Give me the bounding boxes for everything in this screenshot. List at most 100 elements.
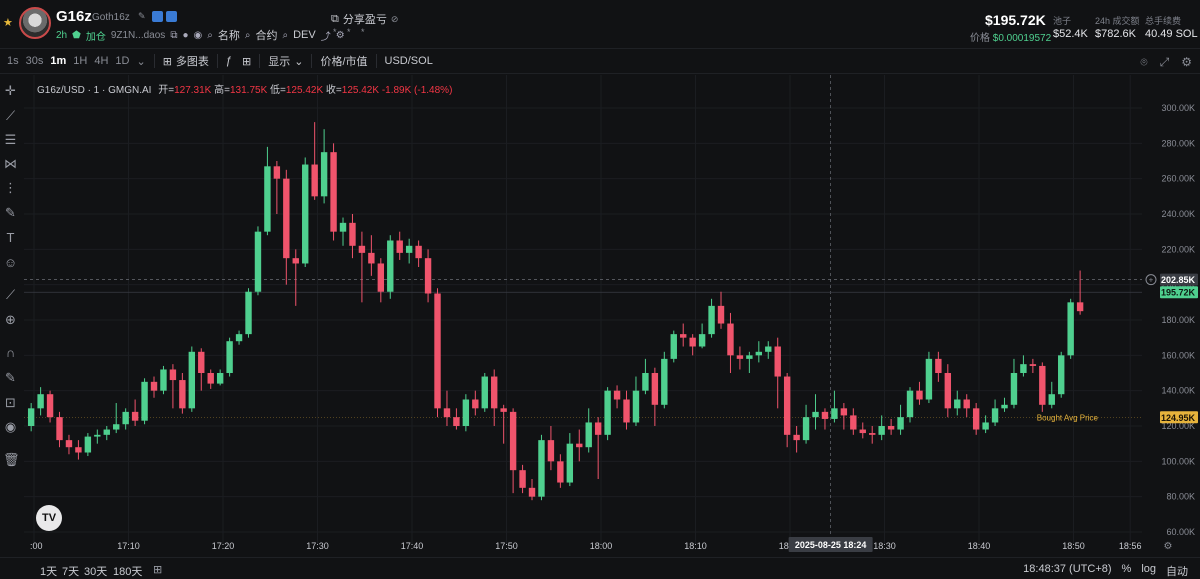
date-range-icon[interactable]: ⊞ xyxy=(153,564,163,576)
range-1d[interactable]: 1天 xyxy=(40,566,58,578)
log-toggle[interactable]: log xyxy=(1141,563,1156,575)
candle-up xyxy=(235,334,243,342)
text-tool-icon[interactable]: T xyxy=(6,230,15,245)
token-name: G16z xyxy=(56,8,92,25)
currency-toggle[interactable]: USD/SOL xyxy=(384,55,433,67)
settings-icon[interactable]: ⚙ xyxy=(335,29,345,41)
twitter-icon[interactable]: ● xyxy=(182,29,189,41)
trend-line-icon[interactable]: ⟋ xyxy=(5,108,16,123)
magnet-icon[interactable]: ∩ xyxy=(5,345,16,360)
search-name-icon[interactable]: ⌕ xyxy=(207,29,213,41)
timeframe-1s[interactable]: 1s xyxy=(7,55,19,67)
clock[interactable]: 18:48:37 (UTC+8) xyxy=(1023,563,1112,575)
candle-down xyxy=(1076,302,1084,312)
candle-down xyxy=(680,334,687,338)
candle-down xyxy=(689,337,696,347)
fib-retracement-icon[interactable]: ☰ xyxy=(4,132,17,147)
candle-up xyxy=(802,417,810,441)
timeframe-1m[interactable]: 1m xyxy=(50,55,67,67)
trash-icon[interactable]: 🗑 xyxy=(3,452,20,467)
add-position-icon[interactable]: ⬟ xyxy=(72,29,81,41)
percent-toggle[interactable]: % xyxy=(1121,563,1132,575)
candle-up xyxy=(1058,355,1065,395)
fees-value: 40.49 SOL xyxy=(1145,28,1198,40)
price-sol-row: 价格 $0.00019572 xyxy=(970,29,1051,44)
token-handle: Goth16z xyxy=(92,12,130,23)
search-dev-icon[interactable]: ⌕ xyxy=(282,29,289,41)
timeframe-30s[interactable]: 30s xyxy=(25,55,44,67)
candle-up xyxy=(897,417,904,430)
candle-down xyxy=(774,346,781,377)
range-7d[interactable]: 7天 xyxy=(62,566,80,578)
indicators-button[interactable]: ƒ xyxy=(226,55,232,67)
pattern-icon[interactable]: ⋈ xyxy=(4,156,17,171)
prediction-icon[interactable]: ⋮ xyxy=(4,180,17,195)
candle-up xyxy=(94,434,101,437)
candle-up xyxy=(670,334,677,359)
share-icon[interactable]: ⤴ xyxy=(320,31,331,43)
range-180d[interactable]: 180天 xyxy=(113,566,143,578)
add-position-label[interactable]: 加仓 xyxy=(85,31,106,43)
verified-badge-icon xyxy=(152,11,163,22)
range-30d[interactable]: 30天 xyxy=(84,566,108,578)
candle-up xyxy=(113,424,120,430)
layout-button[interactable]: ⊞ xyxy=(242,55,251,68)
candle-down xyxy=(368,252,375,264)
multi-chart-button[interactable]: ⊞ 多图表 xyxy=(163,53,209,69)
telegram-icon[interactable]: ◉ xyxy=(193,29,203,41)
candle-up xyxy=(37,394,44,409)
volume-value: $782.6K xyxy=(1095,28,1136,40)
copy-icon[interactable]: ⧉ xyxy=(170,29,178,41)
candlestick-chart[interactable]: Bought Avg Price 60.00K 80.00K 100.00K 120.0… xyxy=(0,75,1200,555)
ruler-icon[interactable]: ⟋ xyxy=(5,287,16,302)
timeframe-1d[interactable]: 1D xyxy=(115,55,130,67)
eye-icon[interactable]: ◉ xyxy=(4,419,17,434)
camera-icon[interactable]: ⌾ xyxy=(1140,55,1148,69)
search-dev-link[interactable]: DEV xyxy=(293,29,316,41)
candle-up xyxy=(746,355,753,359)
crosshair-icon[interactable]: ✛ xyxy=(5,83,16,98)
legend-close-label: 收= xyxy=(325,85,342,96)
timeframe-1h[interactable]: 1H xyxy=(73,55,88,67)
add-alert-icon xyxy=(1145,274,1157,286)
zoom-in-icon[interactable]: ⊕ xyxy=(5,312,16,327)
candle-up xyxy=(84,436,92,453)
favorite-star-icon[interactable]: ★ xyxy=(3,17,13,29)
candle-up xyxy=(566,443,574,483)
timeframe-4h[interactable]: 4H xyxy=(94,55,109,67)
search-contract-icon[interactable]: ⌕ xyxy=(244,29,251,41)
edit-icon[interactable]: ✎ xyxy=(138,11,146,21)
share-pnl-button[interactable]: ⧉ 分享盈亏 ⊘ xyxy=(331,11,398,27)
search-name-link[interactable]: 名称 xyxy=(217,30,240,42)
candle-up xyxy=(264,166,271,232)
candle-down xyxy=(56,417,63,441)
candle-up xyxy=(1067,302,1074,356)
candle-down xyxy=(1039,365,1046,405)
search-contract-link[interactable]: 合约 xyxy=(255,30,278,42)
candle-down xyxy=(198,351,205,373)
hide-eye-icon[interactable]: ⊘ xyxy=(390,13,399,24)
price-mcap-toggle[interactable]: 价格/市值 xyxy=(320,56,368,68)
layout-icon: ⊞ xyxy=(242,55,252,68)
candle-down xyxy=(594,422,602,435)
timeframe-dropdown-icon[interactable]: ⌄ xyxy=(136,55,146,68)
candle-down xyxy=(793,434,800,441)
price-label: 价格 xyxy=(970,33,990,44)
chart-settings-icon[interactable]: ⚙ xyxy=(1181,55,1192,69)
x-tick-label: 18:56 xyxy=(1119,541,1142,551)
candle-down xyxy=(935,358,942,373)
x-tick-label: 18:00 xyxy=(590,541,613,551)
emoji-icon[interactable]: ☺ xyxy=(3,255,18,270)
lock-drawing-icon[interactable]: ✎ xyxy=(5,370,16,385)
x-tick-label: :00 xyxy=(30,541,43,551)
auto-toggle[interactable]: 自动 xyxy=(1166,566,1188,578)
contract-address[interactable]: 9Z1N...daos xyxy=(110,29,166,41)
display-menu[interactable]: 显示 ⌄ xyxy=(268,53,303,69)
candle-down xyxy=(65,440,73,448)
lock-icon[interactable]: ⊡ xyxy=(5,395,16,410)
fullscreen-icon[interactable]: ⤢ xyxy=(1159,55,1170,69)
x-tick-label: 18:10 xyxy=(684,541,707,551)
candle-down xyxy=(557,461,564,483)
brush-icon[interactable]: ✎ xyxy=(5,205,16,220)
candle-up xyxy=(642,373,649,391)
